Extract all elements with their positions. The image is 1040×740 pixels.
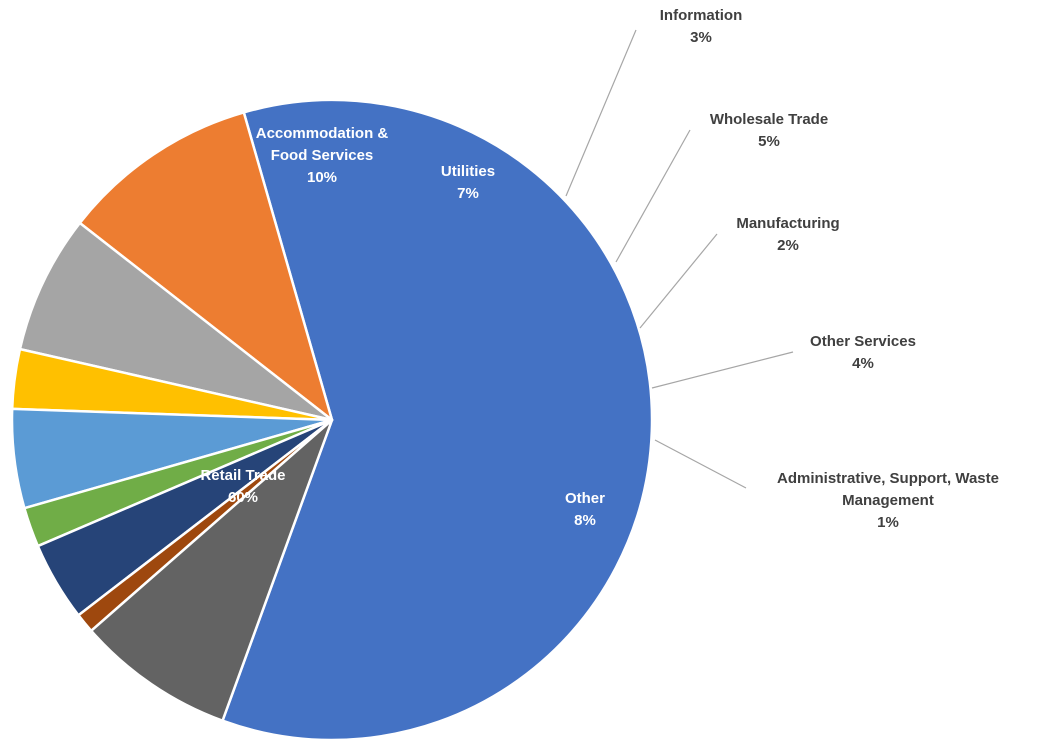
data-label-category: Other (565, 490, 605, 507)
data-label-utilities: Utilities 7% (441, 163, 495, 202)
slice-utilities (18, 221, 334, 422)
pie-slices (10, 98, 654, 740)
data-label-wholesale-trade: Wholesale Trade 5% (710, 111, 828, 150)
data-label-accommodation-and-food-services: Accommodation & Food Services 10% (256, 125, 389, 186)
data-labels: Retail Trade 60% Accommodation & Food Servi… (200, 7, 999, 531)
data-label-category: Food Services (271, 147, 374, 164)
slice-other (89, 418, 334, 722)
data-label-percent: 8% (574, 512, 596, 529)
data-label-category: Other Services (810, 333, 916, 350)
data-label-category: Information (660, 7, 743, 24)
data-label-category: Wholesale Trade (710, 111, 828, 128)
data-label-category: Administrative, Support, Waste (777, 470, 999, 487)
data-label-percent: 5% (758, 133, 780, 150)
data-label-information: Information 3% (660, 7, 743, 46)
slice-accommodation-and-food-services (78, 111, 334, 422)
data-label-category: Utilities (441, 163, 495, 180)
slice-retail-trade (221, 98, 654, 740)
leader-line-wholesale-trade (615, 129, 691, 263)
leader-lines (565, 29, 794, 489)
data-label-administrative-support-waste-management: Administrative, Support, Waste Management… (777, 470, 999, 531)
data-label-category: Manufacturing (736, 215, 839, 232)
data-label-manufacturing: Manufacturing 2% (736, 215, 839, 254)
data-label-other-services: Other Services 4% (810, 333, 916, 372)
data-label-category: Retail Trade (200, 467, 285, 484)
data-label-percent: 10% (307, 169, 337, 186)
data-label-percent: 7% (457, 185, 479, 202)
data-label-retail-trade: Retail Trade 60% (200, 467, 285, 506)
leader-line-other-services (651, 351, 794, 389)
data-label-category: Management (842, 492, 934, 509)
data-label-percent: 4% (852, 355, 874, 372)
data-label-category: Accommodation & (256, 125, 389, 142)
data-label-percent: 3% (690, 29, 712, 46)
data-label-percent: 2% (777, 237, 799, 254)
data-label-percent: 1% (877, 514, 899, 531)
data-label-other: Other 8% (565, 490, 605, 529)
leader-line-information (565, 29, 637, 197)
leader-line-manufacturing (639, 233, 718, 329)
leader-line-administrative-support-waste-management (654, 439, 747, 489)
data-label-percent: 60% (228, 489, 258, 506)
